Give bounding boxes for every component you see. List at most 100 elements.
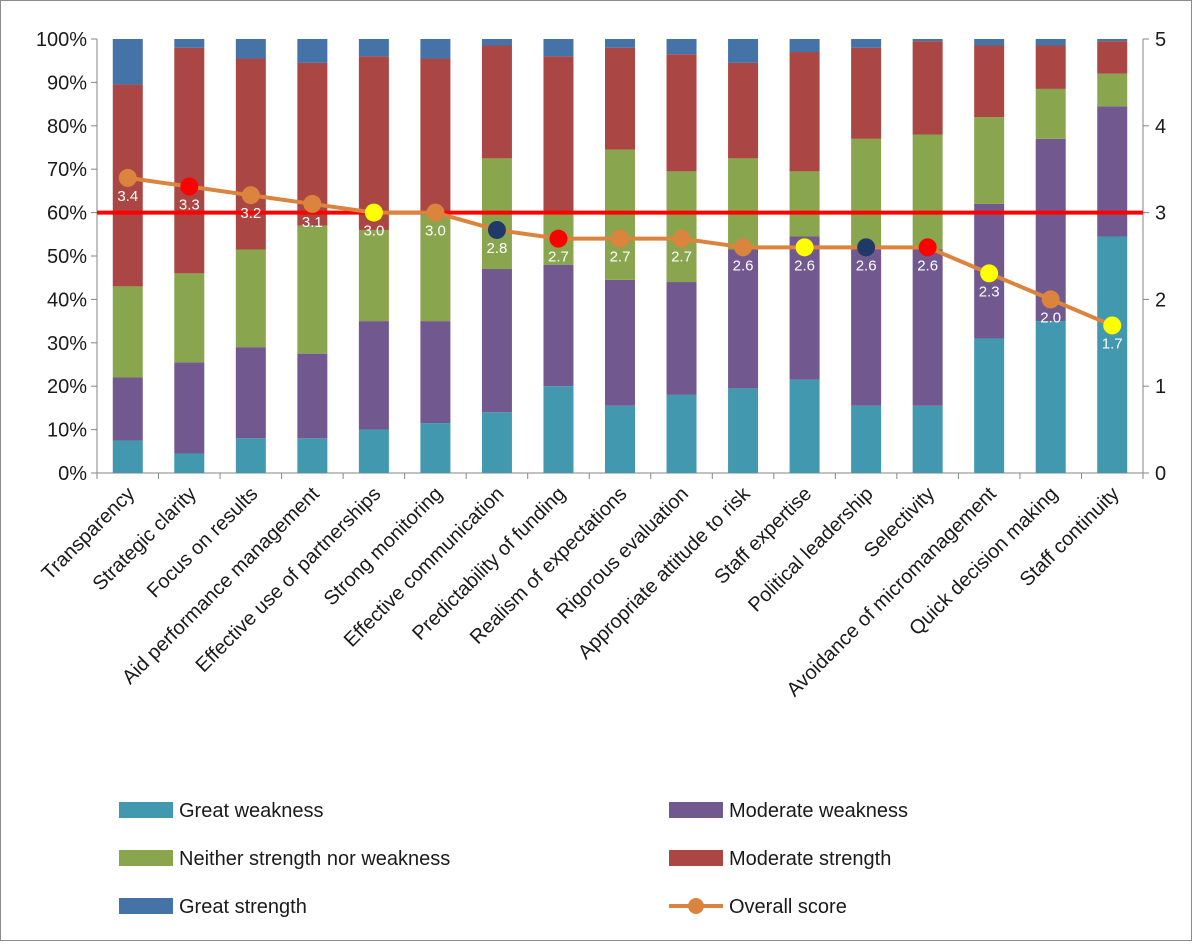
bar-great-weakness [1097,236,1128,473]
bar-great-weakness [235,438,266,473]
bar-neither-strength-nor-weakness [789,171,820,237]
legend-line-marker [688,898,704,914]
legend: Great weakness Moderate weakness Neither s… [119,800,908,918]
bar-neither-strength-nor-weakness [912,134,943,250]
bar-moderate-weakness [912,249,943,406]
bar-neither-strength-nor-weakness [420,212,451,322]
y-left-tick-label: 10% [47,420,87,442]
bar-neither-strength-nor-weakness [1097,73,1128,107]
bar-great-strength [912,39,943,42]
category-label: Strong monitoring [320,483,447,610]
bar-moderate-weakness [543,264,574,387]
overall-score-point [1103,316,1122,335]
bar-great-weakness [358,429,389,473]
overall-score-data-label: 2.6 [733,257,754,274]
bar-great-weakness [112,440,143,473]
overall-score-data-label: 2.6 [917,257,938,274]
overall-score-data-label: 2.8 [487,240,508,257]
bar-moderate-strength [1035,45,1066,89]
legend-swatch [119,898,173,914]
y-right-tick-label: 4 [1155,116,1166,138]
bar-moderate-strength [358,56,389,230]
bar-neither-strength-nor-weakness [605,149,635,280]
overall-score-data-label: 2.7 [610,249,631,266]
y-right-tick-label: 0 [1155,463,1166,485]
y-right-tick-label: 5 [1155,29,1166,51]
bar-moderate-weakness [112,377,143,441]
bar-great-strength [605,39,635,48]
bar-neither-strength-nor-weakness [974,117,1005,204]
bar-great-strength [974,39,1005,46]
legend-label: Great strength [179,896,307,918]
bar-great-strength [235,39,266,59]
bar-moderate-weakness [789,236,820,380]
bar-moderate-strength [666,54,697,172]
y-left-tick-label: 60% [47,203,87,225]
overall-score-point [180,177,199,196]
overall-score-point [364,203,383,222]
bar-great-strength [789,39,820,53]
category-label: Focus on results [143,483,262,602]
bar-moderate-strength [1097,41,1128,74]
bar-moderate-strength [851,47,882,139]
bar-great-weakness [728,388,759,473]
overall-score-data-label: 2.0 [1040,309,1061,326]
overall-score-data-label: 2.3 [979,283,1000,300]
bar-neither-strength-nor-weakness [112,286,143,378]
bar-moderate-weakness [297,353,328,439]
bar-moderate-strength [974,45,1005,118]
bar-great-weakness [1035,321,1066,473]
bar-moderate-strength [235,58,266,250]
legend-swatch [119,802,173,818]
bar-great-weakness [605,405,635,473]
legend-swatch [119,850,173,866]
bar-great-weakness [666,394,697,473]
legend-swatch [669,850,723,866]
bar-great-strength [420,39,451,59]
bar-great-strength [112,39,143,85]
axes-group: 0% 10% 20% 30% 40% 50% 60% 70% 80% 90% 100% 0 1 2 3 4 5 [36,29,1166,485]
overall-score-point [980,264,999,283]
bar-neither-strength-nor-weakness [728,158,759,250]
bar-great-weakness [789,379,820,473]
bar-moderate-strength [912,41,943,135]
overall-score-data-label: 3.3 [179,197,200,214]
bar-moderate-strength [789,52,820,172]
y-left-tick-label: 40% [47,289,87,311]
bar-moderate-weakness [420,321,451,424]
y-left-tick-label: 50% [47,246,87,268]
overall-score-data-label: 2.6 [794,257,815,274]
y-right-tick-label: 2 [1155,289,1166,311]
bar-great-weakness [420,423,451,473]
bar-great-weakness [974,338,1005,473]
bar-moderate-strength [481,45,512,159]
overall-score-point [241,186,260,205]
bar-moderate-weakness [358,321,389,430]
legend-label: Great weakness [179,800,324,822]
y-right-tick-label: 1 [1155,376,1166,398]
bar-neither-strength-nor-weakness [666,171,697,283]
bar-moderate-weakness [666,282,697,395]
bar-moderate-weakness [481,269,512,413]
overall-score-data-label: 2.6 [856,257,877,274]
legend-label: Overall score [729,896,847,918]
overall-score-point [118,168,137,187]
overall-score-point [857,238,876,257]
y-left-tick-label: 20% [47,376,87,398]
bar-great-weakness [851,405,882,473]
bar-moderate-weakness [851,249,882,406]
bar-moderate-strength [420,58,451,213]
bar-neither-strength-nor-weakness [358,229,389,322]
overall-score-data-label: 1.7 [1102,335,1123,352]
overall-score-point [672,229,691,248]
overall-score-point [611,229,629,248]
overall-score-data-label: 3.0 [425,223,446,240]
bar-moderate-strength [543,56,574,213]
legend-label: Moderate weakness [729,800,908,822]
bar-moderate-weakness [605,279,635,406]
bar-great-strength [481,39,512,46]
overall-score-point [426,203,445,222]
bar-moderate-strength [728,62,759,159]
overall-score-point [1041,290,1060,309]
